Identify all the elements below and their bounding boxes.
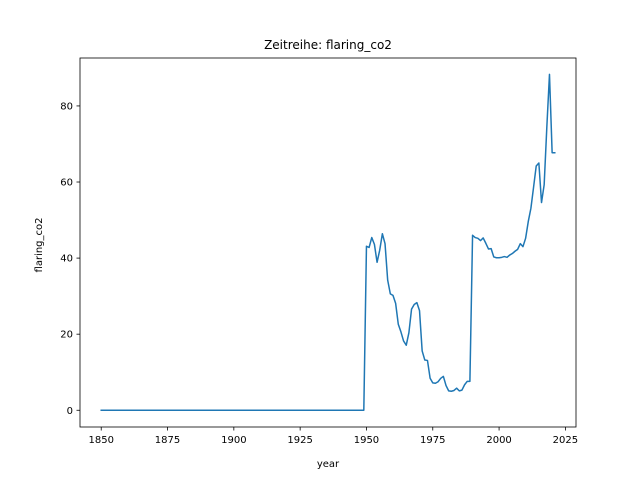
x-tick-label-1900: 1900 — [221, 435, 246, 446]
x-tick-label-1925: 1925 — [287, 435, 312, 446]
y-tick-label-40: 40 — [60, 254, 73, 265]
y-tick-label-60: 60 — [60, 178, 73, 189]
x-tick-label-1950: 1950 — [354, 435, 379, 446]
plot-frame — [79, 57, 577, 428]
y-tick-label-20: 20 — [60, 330, 73, 341]
x-tick-label-1975: 1975 — [420, 435, 445, 446]
series-line-0 — [100, 73, 556, 412]
x-tick-label-2000: 2000 — [486, 435, 511, 446]
y-tick-label-80: 80 — [60, 101, 73, 112]
y-axis-label: flaring_co2 — [34, 218, 45, 273]
plot-area: 1850 1875 1900 1925 1950 1975 2000 2025 0 20 40 60 8… — [60, 57, 578, 446]
y-tick-label-0: 0 — [67, 406, 73, 417]
chart-title: Zeitreihe: flaring_co2 — [264, 38, 392, 52]
x-tick-label-1875: 1875 — [155, 435, 180, 446]
x-tick-label-2025: 2025 — [553, 435, 578, 446]
x-tick-label-1850: 1850 — [88, 435, 113, 446]
x-axis-label: year — [317, 459, 340, 470]
